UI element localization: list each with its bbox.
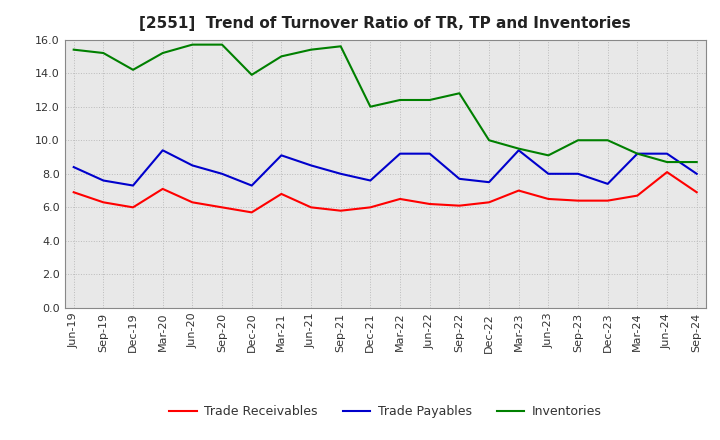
Trade Payables [544,171,553,176]
Trade Payables [662,151,671,156]
Trade Payables [277,153,286,158]
Inventories [188,42,197,47]
Inventories [603,138,612,143]
Inventories [129,67,138,73]
Trade Payables [158,148,167,153]
Inventories [69,47,78,52]
Trade Payables [514,148,523,153]
Inventories [514,146,523,151]
Trade Payables [307,163,315,168]
Trade Payables [129,183,138,188]
Trade Payables [99,178,108,183]
Trade Payables [396,151,405,156]
Trade Receivables [455,203,464,208]
Trade Receivables [693,190,701,195]
Inventories [307,47,315,52]
Inventories [366,104,374,109]
Trade Receivables [188,200,197,205]
Trade Payables [426,151,434,156]
Trade Receivables [158,186,167,191]
Trade Payables [485,180,493,185]
Trade Payables [188,163,197,168]
Line: Trade Receivables: Trade Receivables [73,172,697,213]
Inventories [662,159,671,165]
Inventories [336,44,345,49]
Trade Receivables [336,208,345,213]
Trade Payables [693,171,701,176]
Inventories [633,151,642,156]
Trade Receivables [574,198,582,203]
Inventories [158,50,167,55]
Trade Receivables [277,191,286,197]
Title: [2551]  Trend of Turnover Ratio of TR, TP and Inventories: [2551] Trend of Turnover Ratio of TR, TP… [140,16,631,32]
Trade Payables [574,171,582,176]
Trade Receivables [69,190,78,195]
Inventories [396,97,405,103]
Trade Receivables [544,196,553,202]
Inventories [574,138,582,143]
Trade Payables [69,165,78,170]
Line: Inventories: Inventories [73,44,697,162]
Trade Receivables [662,169,671,175]
Trade Receivables [99,200,108,205]
Inventories [485,138,493,143]
Trade Receivables [396,196,405,202]
Inventories [248,72,256,77]
Trade Receivables [307,205,315,210]
Inventories [455,91,464,96]
Trade Payables [366,178,374,183]
Inventories [693,159,701,165]
Inventories [217,42,226,47]
Trade Payables [633,151,642,156]
Trade Payables [603,181,612,187]
Trade Payables [248,183,256,188]
Trade Receivables [248,210,256,215]
Trade Receivables [217,205,226,210]
Trade Receivables [514,188,523,193]
Trade Payables [336,171,345,176]
Inventories [544,153,553,158]
Inventories [99,50,108,55]
Line: Trade Payables: Trade Payables [73,150,697,186]
Trade Receivables [426,202,434,207]
Legend: Trade Receivables, Trade Payables, Inventories: Trade Receivables, Trade Payables, Inven… [164,400,606,423]
Trade Payables [455,176,464,181]
Trade Payables [217,171,226,176]
Inventories [426,97,434,103]
Inventories [277,54,286,59]
Trade Receivables [366,205,374,210]
Trade Receivables [633,193,642,198]
Trade Receivables [603,198,612,203]
Trade Receivables [129,205,138,210]
Trade Receivables [485,200,493,205]
